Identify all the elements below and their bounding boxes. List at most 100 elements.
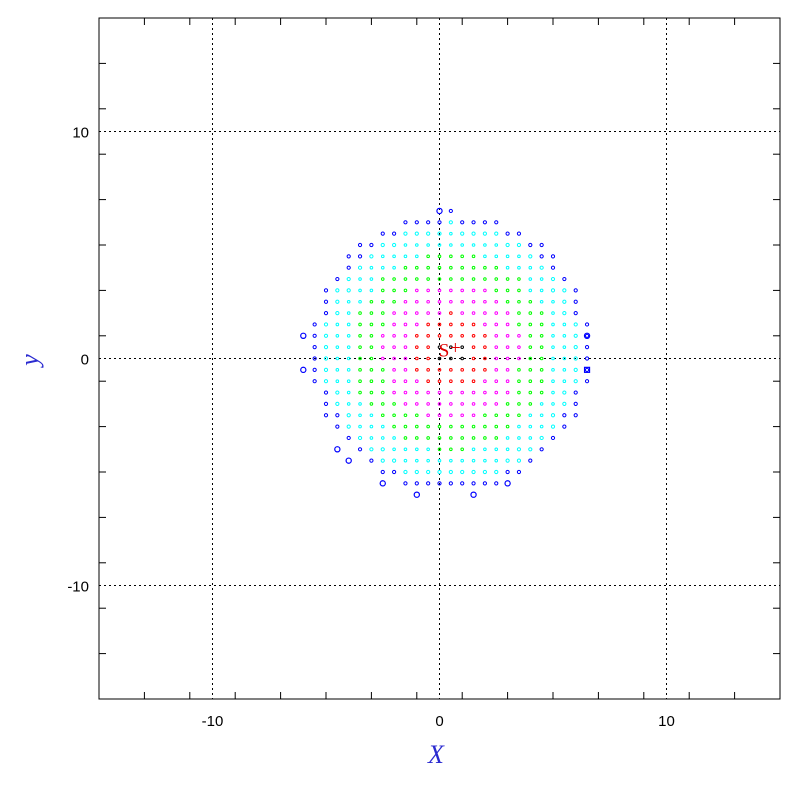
data-point xyxy=(392,231,397,236)
data-point xyxy=(494,288,499,293)
data-point xyxy=(426,379,430,384)
data-point xyxy=(380,334,385,338)
data-point xyxy=(539,390,544,395)
data-point xyxy=(505,368,510,372)
data-point xyxy=(516,242,522,248)
data-point xyxy=(358,322,362,327)
data-point xyxy=(437,322,442,327)
data-point xyxy=(539,322,544,327)
data-point xyxy=(517,299,521,304)
data-point xyxy=(403,458,408,463)
data-point xyxy=(415,413,419,418)
data-point xyxy=(392,469,397,475)
data-point xyxy=(483,299,487,304)
data-point xyxy=(539,379,544,384)
data-point xyxy=(471,288,476,293)
data-point xyxy=(573,401,578,406)
data-point xyxy=(358,311,362,315)
data-point xyxy=(539,402,544,406)
data-point xyxy=(415,288,419,293)
data-point xyxy=(369,311,374,315)
data-point xyxy=(505,469,510,475)
data-point xyxy=(584,379,590,384)
data-point xyxy=(483,413,487,418)
edge-markers xyxy=(300,207,591,498)
data-point xyxy=(505,254,510,259)
data-point xyxy=(505,231,510,236)
edge-marker xyxy=(504,480,511,487)
data-point xyxy=(460,390,465,395)
data-point xyxy=(437,379,442,384)
data-point xyxy=(562,413,567,418)
data-point xyxy=(471,379,476,384)
data-point xyxy=(460,379,465,384)
data-point xyxy=(471,356,476,361)
data-point xyxy=(403,356,408,361)
data-point xyxy=(494,458,499,463)
data-point xyxy=(494,469,499,475)
data-point xyxy=(358,390,362,395)
data-point xyxy=(562,356,567,361)
data-point xyxy=(494,390,499,395)
data-point xyxy=(471,254,476,259)
data-point xyxy=(494,254,499,259)
data-point xyxy=(528,413,533,418)
data-point xyxy=(346,424,351,429)
data-point xyxy=(517,413,521,418)
data-point xyxy=(335,334,340,338)
data-point xyxy=(403,447,408,452)
data-point xyxy=(471,265,476,270)
data-point xyxy=(505,277,510,281)
data-point xyxy=(369,413,374,418)
data-point xyxy=(426,220,431,225)
data-point xyxy=(437,458,442,463)
data-point xyxy=(358,424,362,429)
data-point xyxy=(483,265,487,270)
data-point xyxy=(369,345,374,349)
data-point xyxy=(403,231,408,236)
data-point xyxy=(403,334,408,338)
data-point xyxy=(471,436,476,440)
data-point xyxy=(392,368,396,372)
data-point xyxy=(528,288,533,293)
data-point xyxy=(483,447,487,452)
data-point xyxy=(426,254,430,259)
data-point xyxy=(335,356,340,361)
data-point xyxy=(369,390,374,395)
data-point xyxy=(584,333,590,338)
data-point xyxy=(323,390,329,395)
data-point xyxy=(403,277,408,281)
edge-marker xyxy=(345,457,352,464)
data-point xyxy=(539,345,544,349)
data-point xyxy=(323,333,329,338)
data-point xyxy=(392,379,396,384)
data-point xyxy=(528,368,533,372)
data-point xyxy=(460,265,465,270)
data-point xyxy=(517,436,521,440)
data-point xyxy=(437,254,442,259)
y-tick-label: 10 xyxy=(72,125,89,142)
data-point xyxy=(415,368,419,372)
data-point xyxy=(483,254,487,259)
data-point xyxy=(369,356,374,361)
data-point xyxy=(494,311,499,315)
data-point xyxy=(358,379,362,384)
data-point xyxy=(471,220,476,225)
data-point xyxy=(392,299,396,304)
data-point xyxy=(403,311,408,315)
data-point xyxy=(494,356,499,361)
data-point xyxy=(539,413,544,418)
data-point xyxy=(323,379,329,384)
data-point xyxy=(460,345,465,349)
data-point xyxy=(528,265,533,270)
data-point xyxy=(437,447,442,452)
data-point xyxy=(437,481,442,486)
data-point xyxy=(471,424,476,429)
data-point xyxy=(403,379,408,384)
data-point xyxy=(528,356,533,361)
data-point xyxy=(483,345,487,349)
data-point xyxy=(584,322,590,327)
data-point xyxy=(426,447,430,452)
data-point xyxy=(562,288,567,293)
data-points xyxy=(312,208,590,486)
